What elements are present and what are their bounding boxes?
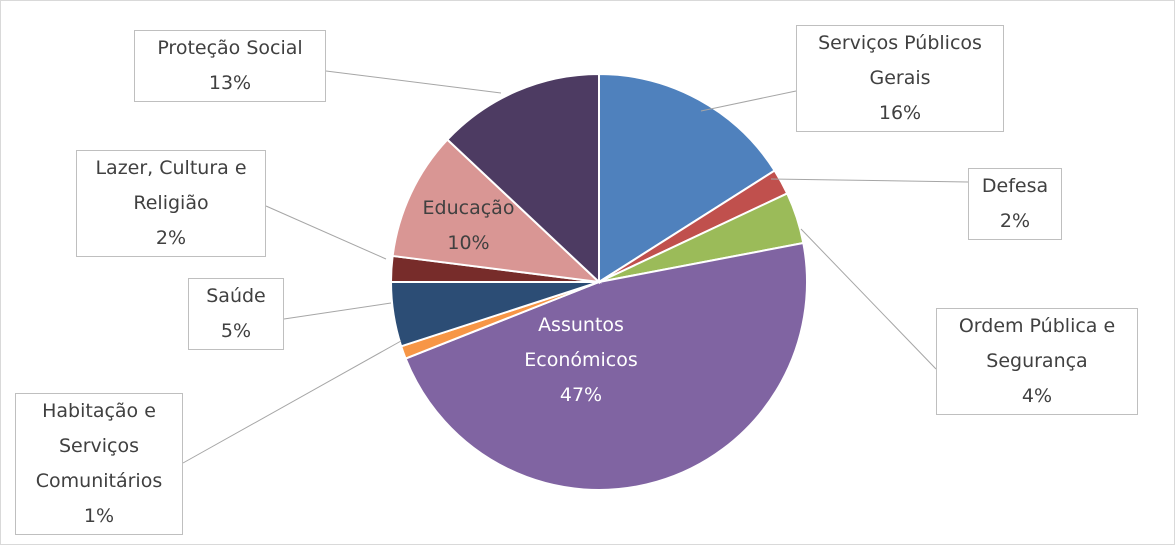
leader-line (700, 90, 797, 112)
leader-line (283, 302, 392, 320)
data-label: Habitação e Serviços Comunitários 1% (15, 393, 183, 535)
leader-line (800, 228, 937, 370)
value-label: 4% (1021, 385, 1053, 407)
data-label: Assuntos Económicos 47% (481, 308, 681, 413)
data-label: Proteção Social 13% (134, 30, 326, 102)
value-label: 2% (155, 227, 187, 249)
pie-slice (404, 241, 808, 492)
category-name: Lazer, Cultura e Religião (95, 157, 247, 214)
category-name: Saúde (206, 285, 266, 307)
leader-line (182, 340, 402, 464)
data-label: Saúde 5% (188, 278, 284, 350)
category-name: Educação (422, 197, 515, 219)
category-name: Ordem Pública e Segurança (958, 315, 1116, 372)
category-name: Habitação e Serviços Comunitários (35, 400, 163, 492)
data-label: Lazer, Cultura e Religião 2% (76, 150, 266, 257)
category-name: Serviços Públicos Gerais (818, 32, 982, 89)
value-label: 47% (559, 384, 603, 406)
pie-slice (445, 72, 600, 285)
data-label: Serviços Públicos Gerais 16% (796, 25, 1004, 132)
data-label: Defesa 2% (968, 168, 1062, 240)
leader-line (770, 178, 969, 183)
leader-line (265, 205, 387, 260)
value-label: 16% (878, 102, 922, 124)
category-name: Proteção Social (157, 37, 303, 59)
data-label: Ordem Pública e Segurança 4% (936, 308, 1138, 415)
value-label: 2% (999, 210, 1031, 232)
value-label: 5% (220, 320, 252, 342)
data-label: Educação 10% (386, 191, 551, 261)
pie-slice (391, 138, 602, 284)
value-label: 13% (208, 72, 252, 94)
leader-line (325, 70, 502, 94)
value-label: 1% (83, 505, 115, 527)
category-name: Assuntos Económicos (524, 314, 638, 371)
pie-slice (598, 72, 777, 284)
value-label: 10% (447, 232, 490, 254)
category-name: Defesa (981, 175, 1049, 197)
